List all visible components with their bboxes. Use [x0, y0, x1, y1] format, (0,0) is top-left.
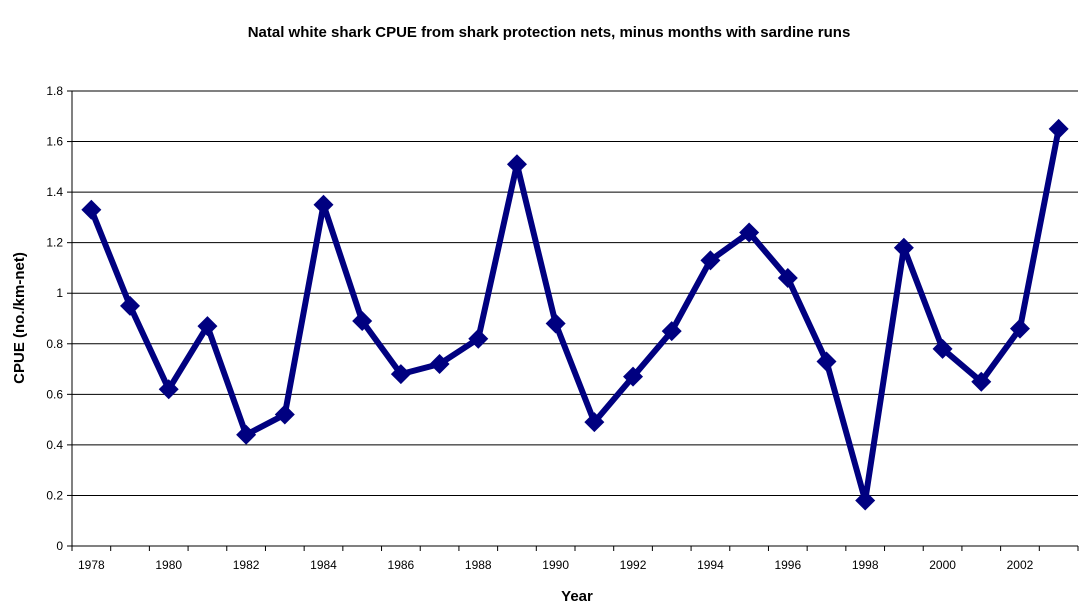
data-point-marker: [932, 338, 953, 359]
data-point-marker: [855, 490, 876, 511]
y-tick-label: 1.4: [46, 185, 63, 199]
data-point-marker: [545, 313, 566, 334]
y-tick-label: 1.6: [46, 135, 63, 149]
x-tick-label: 1988: [465, 558, 492, 572]
data-point-marker: [623, 366, 644, 387]
data-point-marker: [274, 404, 295, 425]
data-series: [81, 118, 1069, 511]
x-tick-label: 2000: [929, 558, 956, 572]
data-point-marker: [313, 194, 334, 215]
data-point-marker: [197, 316, 218, 337]
data-point-marker: [158, 379, 179, 400]
y-axis-label: CPUE (no./km-net): [11, 252, 28, 384]
data-point-marker: [893, 237, 914, 258]
x-tick-label: 1994: [697, 558, 724, 572]
data-point-marker: [236, 424, 257, 445]
x-tick-label: 2002: [1007, 558, 1034, 572]
x-tick-label: 1998: [852, 558, 879, 572]
axes: [71, 91, 1078, 547]
x-tick-label: 1984: [310, 558, 337, 572]
x-tick-label: 1982: [233, 558, 260, 572]
data-point-marker: [352, 311, 373, 332]
x-tick-label: 1996: [774, 558, 801, 572]
data-point-marker: [468, 328, 489, 349]
x-axis-label: Year: [561, 588, 593, 605]
y-tick-label: 1.8: [46, 84, 63, 98]
y-tick-label: 0: [56, 539, 63, 553]
gridlines: [72, 90, 1078, 496]
y-tick-label: 1.2: [46, 236, 63, 250]
x-tick-label: 1990: [542, 558, 569, 572]
y-tick-label: 0.6: [46, 387, 63, 401]
x-tick-label: 1986: [388, 558, 415, 572]
x-tick-label: 1978: [78, 558, 105, 572]
data-point-marker: [816, 351, 837, 372]
data-point-marker: [390, 364, 411, 385]
x-tick-label: 1980: [155, 558, 182, 572]
data-point-marker: [1009, 318, 1030, 339]
data-point-marker: [584, 412, 605, 433]
chart-title: Natal white shark CPUE from shark protec…: [248, 24, 851, 41]
y-tick-label: 0.8: [46, 337, 63, 351]
y-axis-ticks: 0 0.2 0.4 0.6 0.8 1 1.2 1.4 1.6 1.8: [46, 84, 72, 553]
data-point-marker: [661, 321, 682, 342]
data-point-marker: [777, 268, 798, 289]
y-tick-label: 0.2: [46, 488, 63, 502]
data-point-marker: [506, 154, 527, 175]
data-point-marker: [971, 371, 992, 392]
x-tick-label: 1992: [620, 558, 647, 572]
data-point-marker: [700, 250, 721, 271]
y-tick-label: 0.4: [46, 438, 63, 452]
data-point-marker: [81, 199, 102, 220]
data-point-marker: [739, 222, 760, 243]
data-point-marker: [120, 295, 141, 316]
data-point-marker: [429, 354, 450, 374]
x-axis-ticks: 1978 1980 1982 1984 1986 1988 1990 1992 1994 1996…: [71, 546, 1079, 572]
data-point-marker: [1048, 118, 1069, 139]
y-tick-label: 1: [56, 286, 63, 300]
